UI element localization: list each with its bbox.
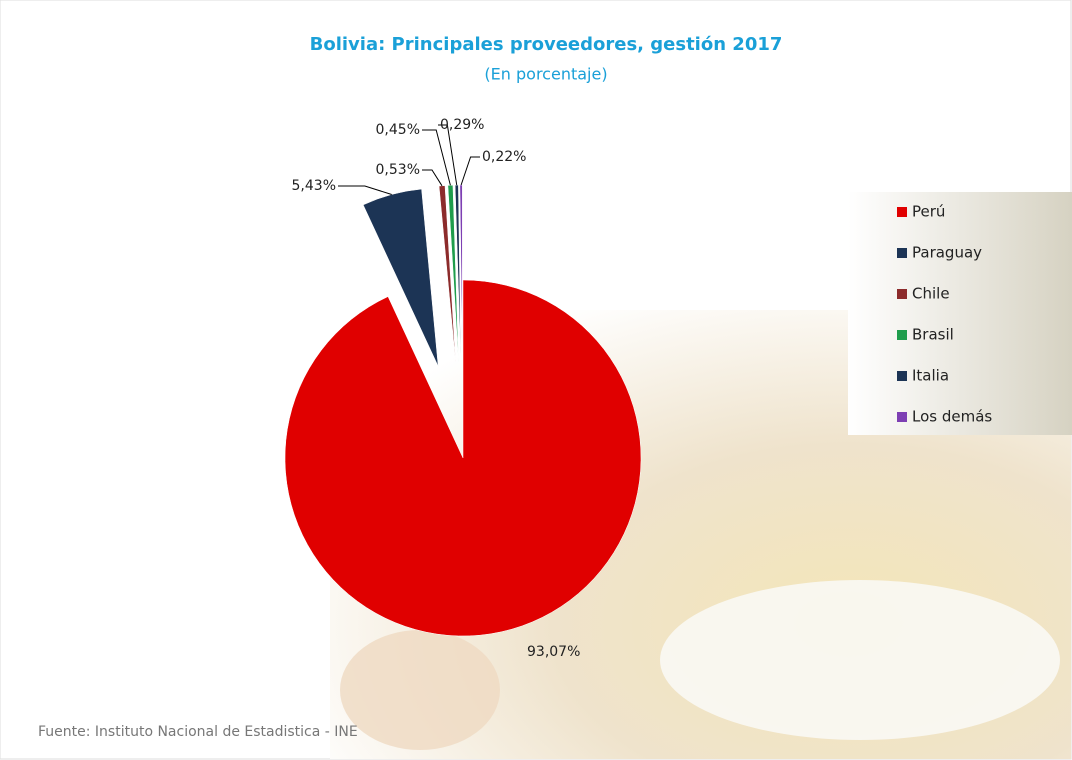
leader-line — [422, 169, 443, 187]
legend-swatch — [897, 207, 907, 217]
legend-swatch — [897, 371, 907, 381]
leader-line — [460, 156, 480, 186]
legend-label: Paraguay — [912, 244, 982, 262]
source-note: Fuente: Instituto Nacional de Estadistic… — [38, 724, 358, 740]
pie-slice — [284, 279, 642, 637]
legend-box — [848, 192, 1072, 435]
legend-swatch — [897, 248, 907, 258]
leader-line — [422, 129, 451, 186]
leader-line — [438, 124, 458, 186]
data-label: 0,22% — [482, 149, 526, 165]
flour — [660, 580, 1060, 740]
pie-slice — [362, 188, 439, 367]
legend-label: Perú — [912, 203, 945, 221]
chart-title: Bolivia: Principales proveedores, gestió… — [310, 34, 783, 55]
data-label: 5,43% — [292, 178, 336, 194]
legend-label: Italia — [912, 367, 949, 385]
legend-swatch — [897, 412, 907, 422]
data-label: 0,53% — [376, 162, 420, 178]
data-label: 93,07% — [527, 644, 580, 660]
chart-subtitle: (En porcentaje) — [484, 65, 607, 84]
pie-slice — [447, 184, 459, 364]
legend-label: Chile — [912, 285, 950, 303]
legend-swatch — [897, 289, 907, 299]
egg — [340, 630, 500, 750]
data-label: 0,29% — [440, 117, 484, 133]
leader-line — [338, 185, 392, 195]
legend-label: Los demás — [912, 408, 992, 426]
legend-label: Brasil — [912, 326, 954, 344]
legend-swatch — [897, 330, 907, 340]
data-label: 0,45% — [376, 122, 420, 138]
